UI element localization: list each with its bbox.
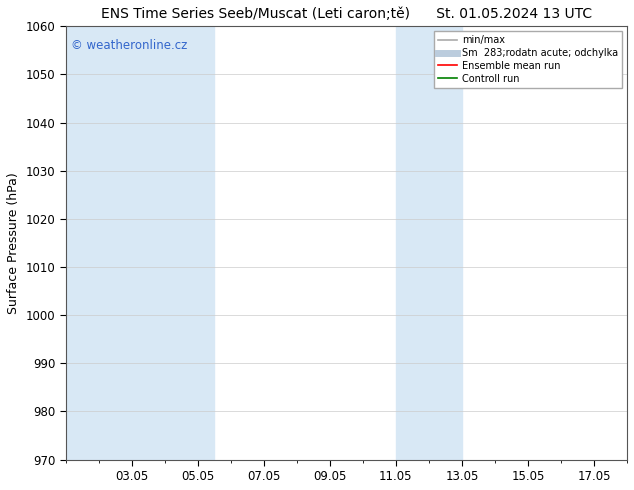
Legend: min/max, Sm  283;rodatn acute; odchylka, Ensemble mean run, Controll run: min/max, Sm 283;rodatn acute; odchylka, … (434, 31, 622, 88)
Title: ENS Time Series Seeb/Muscat (Leti caron;tě)      St. 01.05.2024 13 UTC: ENS Time Series Seeb/Muscat (Leti caron;… (101, 7, 592, 21)
Bar (396, 26, 462, 460)
Text: © weatheronline.cz: © weatheronline.cz (71, 39, 188, 52)
Bar (66, 26, 214, 460)
Y-axis label: Surface Pressure (hPa): Surface Pressure (hPa) (7, 172, 20, 314)
